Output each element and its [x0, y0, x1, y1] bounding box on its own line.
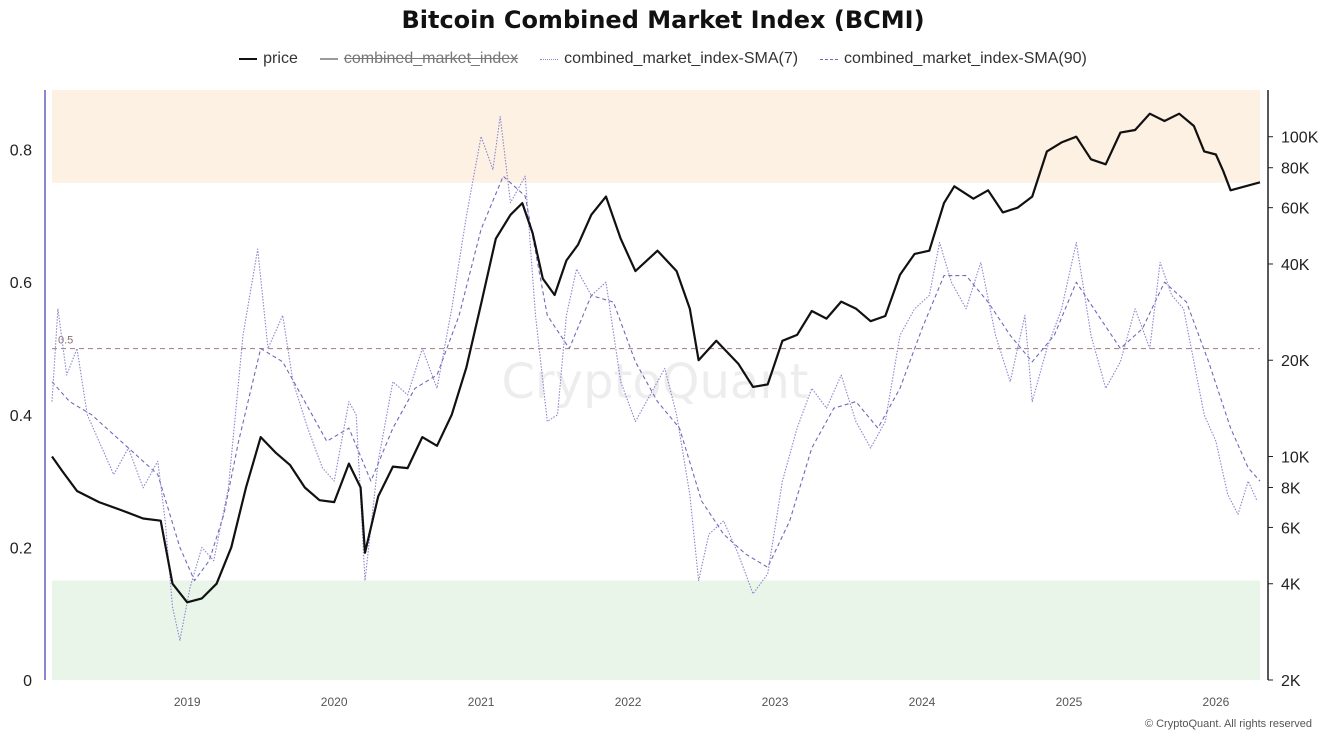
right-axis-tick-label: 6K — [1281, 520, 1301, 537]
right-axis-tick-label: 10K — [1281, 449, 1310, 466]
right-axis-tick-label: 40K — [1281, 257, 1310, 274]
x-axis-tick-label: 2021 — [468, 695, 495, 709]
right-axis-tick-label: 4K — [1281, 577, 1301, 594]
right-axis-tick-label: 80K — [1281, 161, 1310, 178]
x-axis-tick-label: 2019 — [174, 695, 201, 709]
right-axis-tick-label: 20K — [1281, 353, 1310, 370]
chart-title: Bitcoin Combined Market Index (BCMI) — [401, 6, 925, 34]
left-axis-tick-label: 0.2 — [10, 540, 32, 557]
x-axis-tick-label: 2024 — [909, 695, 936, 709]
x-axis-tick-label: 2025 — [1056, 695, 1083, 709]
x-axis-tick-label: 2022 — [615, 695, 642, 709]
left-axis-tick-label: 0.6 — [10, 275, 32, 292]
legend-label-price: price — [263, 50, 298, 67]
legend-swatch-sma90 — [820, 58, 839, 60]
reference-line-label: 0.5 — [58, 335, 73, 347]
chart-legend: price combined_market_index combined_mar… — [0, 50, 1326, 68]
legend-swatch-combined-market-index — [319, 58, 338, 60]
right-axis-tick-label: 60K — [1281, 201, 1310, 218]
legend-swatch-price — [239, 58, 258, 60]
legend-label-sma7: combined_market_index-SMA(7) — [564, 50, 799, 67]
left-axis-tick-label: 0.4 — [10, 408, 32, 425]
x-axis-tick-label: 2026 — [1203, 695, 1230, 709]
legend-swatch-sma7 — [540, 58, 559, 60]
axes-group: 0 0.2 0.4 0.6 0.8 2K 4K 6K 8K 10K 20K 40K 60K 80K 100K… — [10, 90, 1319, 709]
legend-item-price[interactable]: price — [239, 50, 298, 68]
upper-zone-band — [52, 90, 1260, 183]
lower-zone-band — [52, 580, 1260, 680]
legend-item-sma90[interactable]: combined_market_index-SMA(90) — [820, 50, 1087, 68]
right-axis-tick-label: 100K — [1281, 130, 1319, 147]
right-axis-tick-label: 8K — [1281, 480, 1301, 497]
right-axis-tick-label: 2K — [1281, 673, 1301, 690]
left-axis-tick-label: 0.8 — [10, 143, 32, 160]
series-group — [51, 112, 1261, 641]
left-axis-tick-label: 0 — [23, 673, 32, 690]
x-axis-tick-label: 2023 — [762, 695, 789, 709]
legend-label-sma90: combined_market_index-SMA(90) — [844, 50, 1087, 67]
zone-bands — [52, 90, 1260, 680]
legend-label-combined-market-index: combined_market_index — [343, 50, 519, 67]
legend-item-combined-market-index[interactable]: combined_market_index — [319, 50, 519, 68]
watermark-text: CryptoQuant — [501, 354, 808, 410]
legend-item-sma7[interactable]: combined_market_index-SMA(7) — [540, 50, 798, 68]
copyright-text: © CryptoQuant. All rights reserved — [1144, 718, 1312, 730]
x-axis-tick-label: 2020 — [321, 695, 348, 709]
series-line-sma7 — [51, 115, 1258, 641]
reference-line-group: 0.5 — [52, 335, 1260, 350]
series-line-price — [51, 112, 1261, 604]
series-line-sma90 — [51, 175, 1261, 582]
